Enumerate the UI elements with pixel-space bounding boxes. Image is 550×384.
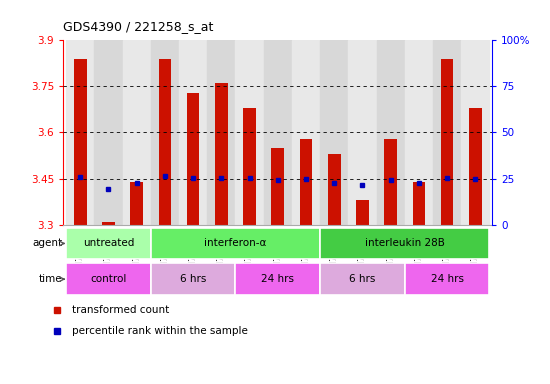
- Text: untreated: untreated: [82, 238, 134, 248]
- Bar: [66, 40, 94, 225]
- Text: percentile rank within the sample: percentile rank within the sample: [72, 326, 248, 336]
- Text: 24 hrs: 24 hrs: [431, 274, 464, 284]
- Bar: [235, 40, 263, 225]
- Bar: [215, 83, 228, 225]
- Bar: [151, 228, 320, 259]
- Text: 6 hrs: 6 hrs: [180, 274, 206, 284]
- Bar: [243, 108, 256, 225]
- Text: control: control: [90, 274, 126, 284]
- Bar: [377, 40, 405, 225]
- Text: 24 hrs: 24 hrs: [261, 274, 294, 284]
- Text: GDS4390 / 221258_s_at: GDS4390 / 221258_s_at: [63, 20, 213, 33]
- Bar: [207, 40, 235, 225]
- Bar: [94, 40, 123, 225]
- Bar: [123, 40, 151, 225]
- Bar: [461, 40, 490, 225]
- Bar: [74, 59, 86, 225]
- Bar: [158, 59, 171, 225]
- Bar: [263, 40, 292, 225]
- Bar: [405, 263, 490, 295]
- Bar: [151, 40, 179, 225]
- Text: agent: agent: [32, 238, 62, 248]
- Bar: [102, 222, 115, 225]
- Text: time: time: [39, 274, 62, 284]
- Bar: [441, 59, 453, 225]
- Bar: [179, 40, 207, 225]
- Bar: [151, 263, 235, 295]
- Bar: [66, 263, 151, 295]
- Bar: [187, 93, 200, 225]
- Bar: [320, 263, 405, 295]
- Bar: [384, 139, 397, 225]
- Bar: [130, 182, 143, 225]
- Bar: [328, 154, 340, 225]
- Bar: [469, 108, 482, 225]
- Bar: [356, 200, 369, 225]
- Text: interleukin 28B: interleukin 28B: [365, 238, 445, 248]
- Bar: [348, 40, 377, 225]
- Bar: [320, 228, 490, 259]
- Bar: [271, 148, 284, 225]
- Bar: [292, 40, 320, 225]
- Bar: [235, 263, 320, 295]
- Bar: [320, 40, 348, 225]
- Text: 6 hrs: 6 hrs: [349, 274, 376, 284]
- Bar: [300, 139, 312, 225]
- Text: transformed count: transformed count: [72, 305, 169, 314]
- Text: interferon-α: interferon-α: [204, 238, 267, 248]
- Bar: [433, 40, 461, 225]
- Bar: [412, 182, 425, 225]
- Bar: [66, 228, 151, 259]
- Bar: [405, 40, 433, 225]
